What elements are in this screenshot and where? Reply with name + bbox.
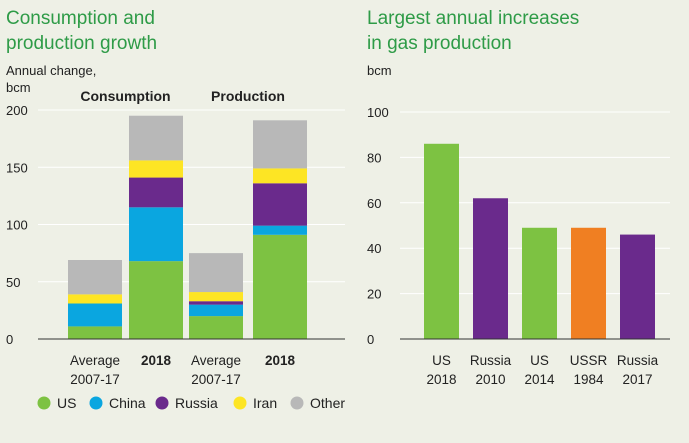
right-y-tick-label: 60	[367, 196, 381, 211]
bar-segment-china	[129, 207, 183, 262]
left-y-tick-label: 150	[6, 160, 28, 175]
right-x-tick-label: 2018	[426, 372, 456, 387]
left-y-tick-label: 0	[6, 332, 13, 347]
bar-segment-iran	[253, 168, 307, 184]
legend-marker-other	[290, 396, 304, 410]
bar-segment-us	[129, 261, 183, 339]
bar-segment-china	[68, 303, 122, 327]
left-x-tick-label: 2007-17	[70, 372, 120, 387]
bar-segment-other	[253, 120, 307, 169]
legend-label-us: US	[57, 395, 76, 411]
right-y-tick-label: 80	[367, 150, 381, 165]
right-x-tick-label: Russia	[470, 353, 512, 368]
legend-label-russia: Russia	[175, 395, 218, 411]
right-x-tick-label: 2017	[622, 372, 652, 387]
bar-segment-china	[189, 304, 243, 317]
left-x-tick-label: Average	[70, 353, 120, 368]
bar-segment-us	[68, 326, 122, 339]
bar-segment-iran	[129, 160, 183, 178]
legend-label-china: China	[109, 395, 146, 411]
bar-russia-2010	[473, 198, 508, 339]
legend-marker-iran	[233, 396, 247, 410]
bar-segment-russia	[129, 177, 183, 208]
left-y-tick-label: 200	[6, 103, 28, 118]
bar-russia-2017	[620, 234, 655, 339]
left-chart-title: production growth	[6, 33, 157, 54]
bar-ussr-1984	[571, 227, 606, 339]
right-y-tick-label: 20	[367, 287, 381, 302]
legend-marker-russia	[155, 396, 169, 410]
legend-marker-china	[89, 396, 103, 410]
left-x-tick-label: 2007-17	[191, 372, 241, 387]
right-y-axis-label: bcm	[367, 63, 392, 78]
bar-segment-us	[253, 234, 307, 339]
group-header: Consumption	[80, 88, 170, 104]
right-x-tick-label: US	[432, 353, 451, 368]
left-chart-title: Consumption and	[6, 8, 155, 29]
left-y-axis-label: Annual change,	[6, 63, 96, 78]
bar-us-2018	[424, 143, 459, 339]
legend-marker-us	[37, 396, 51, 410]
right-x-tick-label: US	[530, 353, 549, 368]
legend-label-other: Other	[310, 395, 345, 411]
right-chart-title: Largest annual increases	[367, 8, 579, 29]
right-y-tick-label: 40	[367, 241, 381, 256]
group-header: Production	[211, 88, 285, 104]
bar-segment-russia	[253, 183, 307, 226]
left-y-tick-label: 100	[6, 218, 28, 233]
left-y-axis-label: bcm	[6, 80, 31, 95]
legend-label-iran: Iran	[253, 395, 277, 411]
left-y-tick-label: 50	[6, 275, 20, 290]
bar-segment-other	[189, 253, 243, 293]
right-x-tick-label: 2014	[524, 372, 555, 387]
bar-us-2014	[522, 227, 557, 339]
left-x-tick-label: 2018	[265, 353, 296, 368]
bar-segment-russia	[189, 301, 243, 305]
bar-segment-other	[129, 115, 183, 161]
left-x-tick-label: Average	[191, 353, 241, 368]
right-y-tick-label: 100	[367, 105, 389, 120]
bar-segment-iran	[68, 294, 122, 304]
right-x-tick-label: 2010	[475, 372, 505, 387]
right-x-tick-label: Russia	[617, 353, 659, 368]
right-y-tick-label: 0	[367, 332, 374, 347]
right-x-tick-label: USSR	[570, 353, 608, 368]
bar-segment-china	[253, 225, 307, 235]
right-chart-title: in gas production	[367, 33, 512, 54]
left-x-tick-label: 2018	[141, 353, 172, 368]
bar-segment-other	[68, 259, 122, 295]
bar-segment-iran	[189, 292, 243, 302]
right-x-tick-label: 1984	[573, 372, 604, 387]
bar-segment-us	[189, 316, 243, 339]
